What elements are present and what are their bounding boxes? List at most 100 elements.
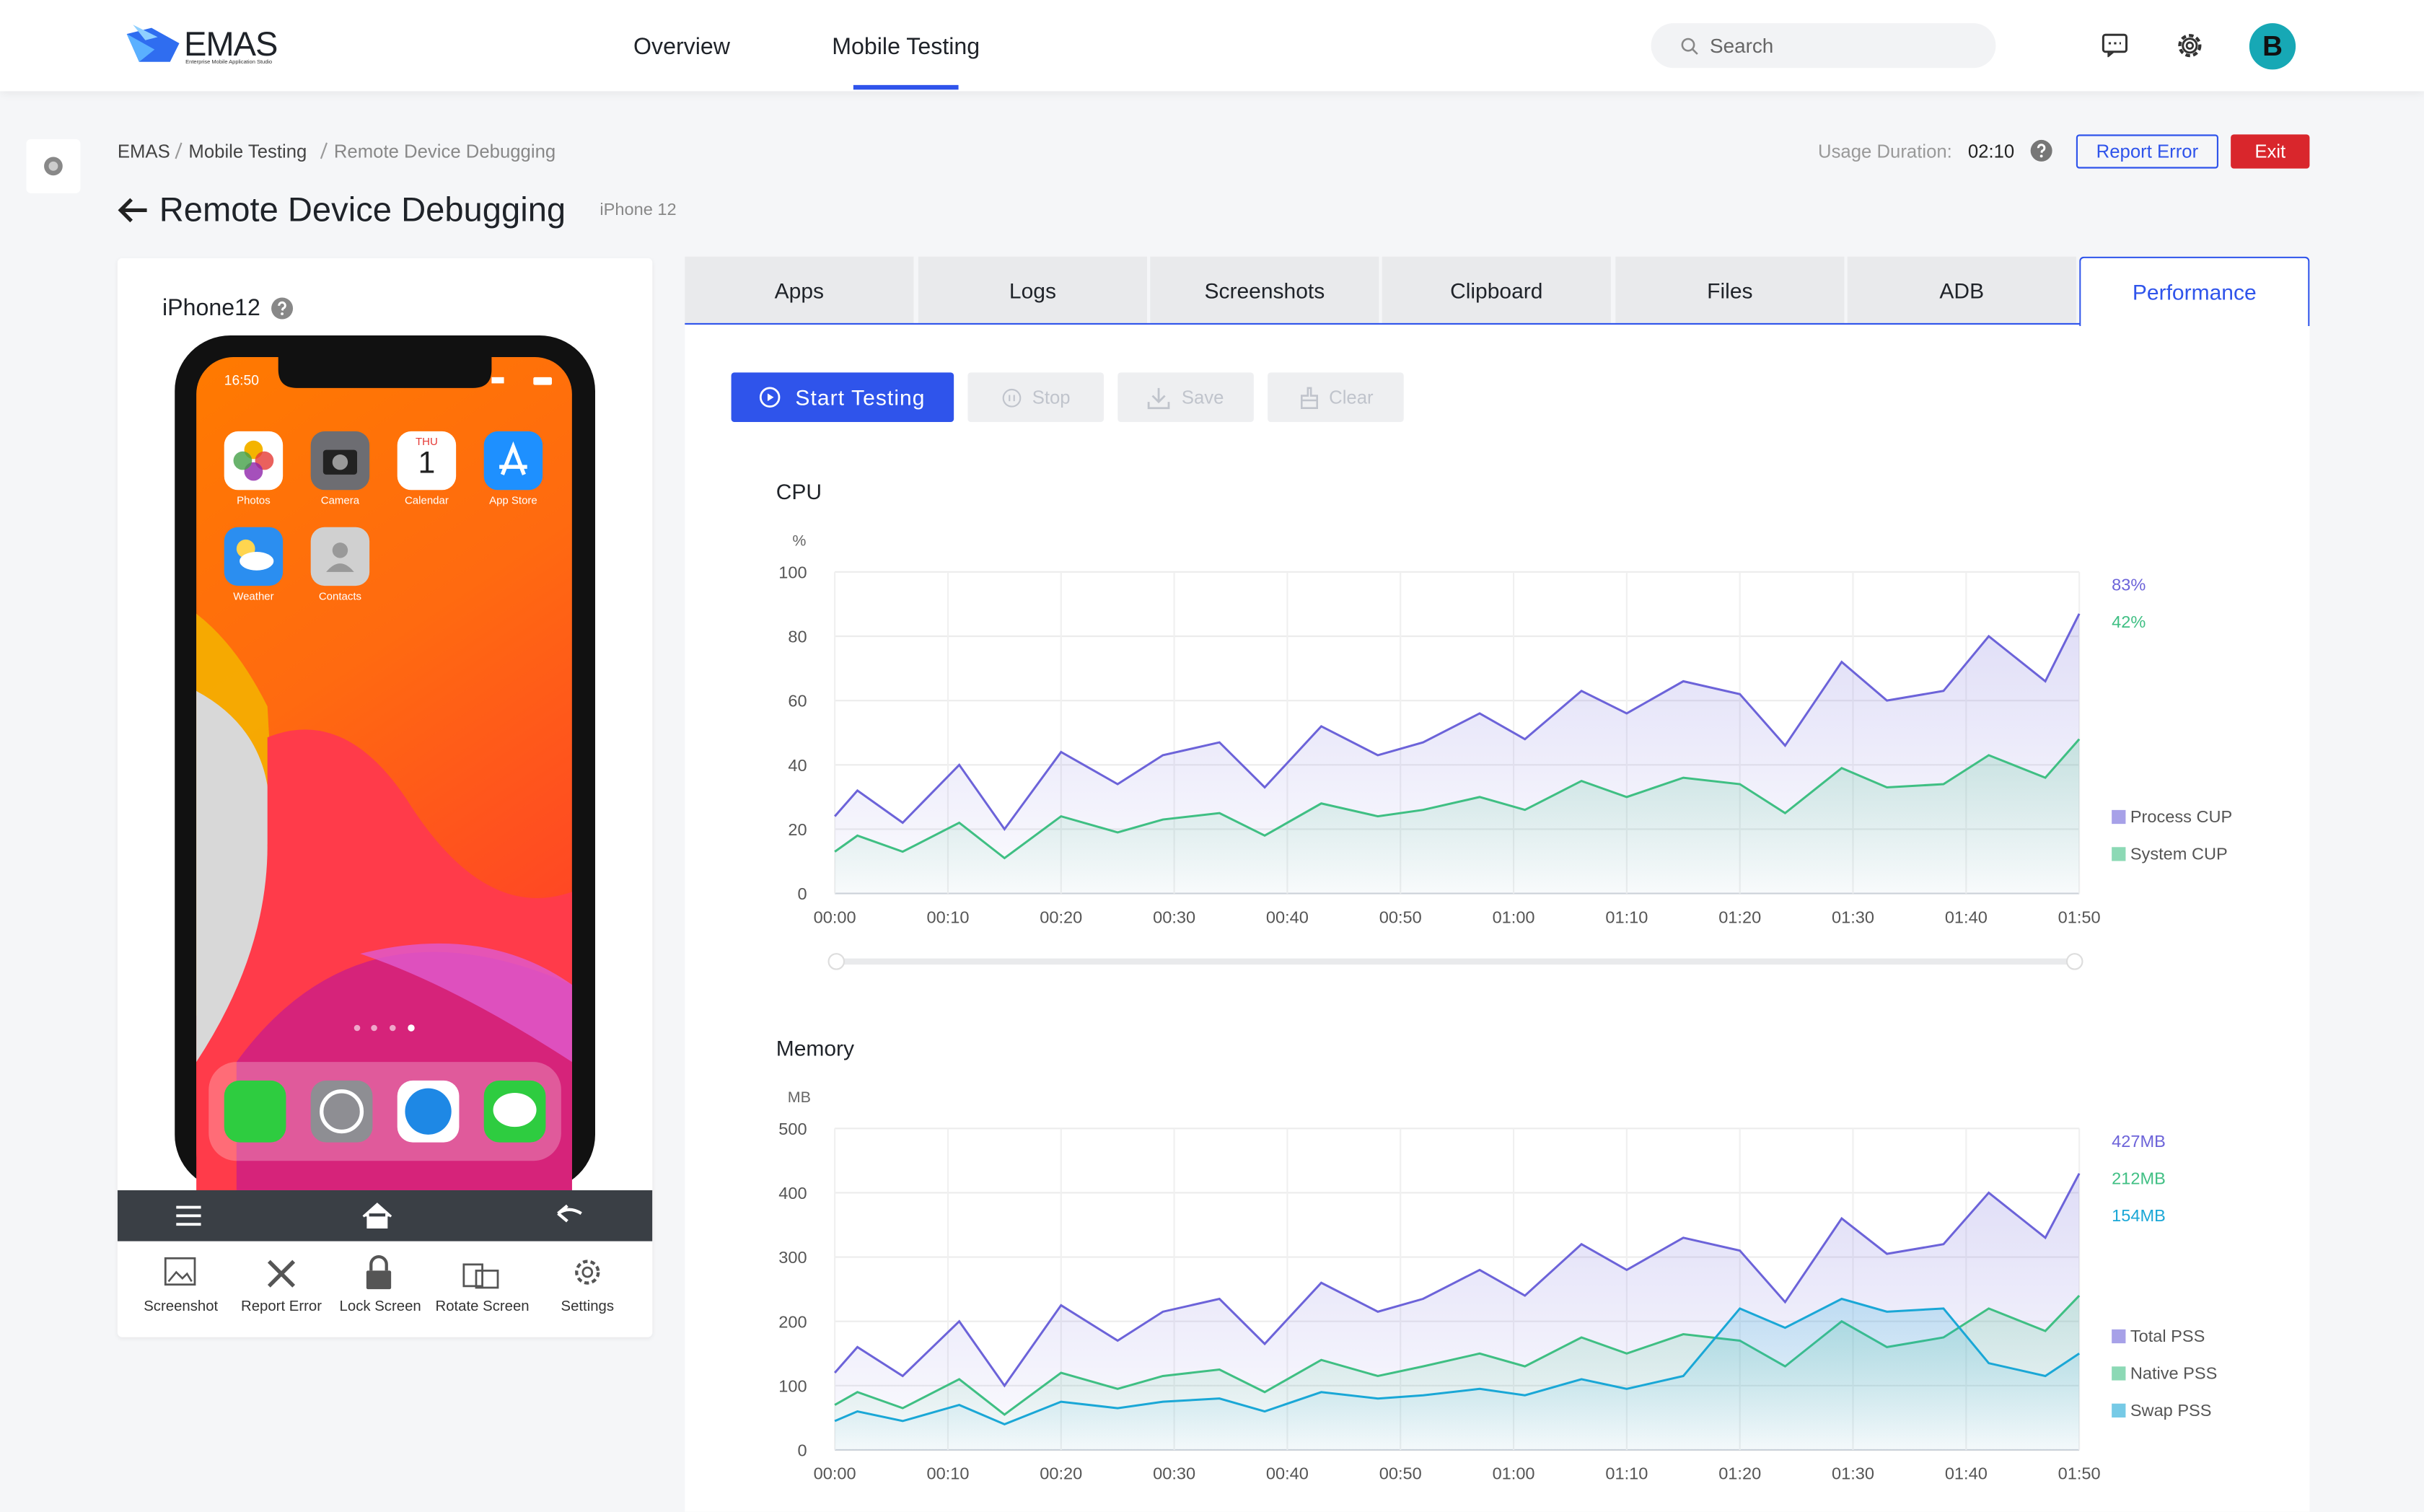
clear-button[interactable]: Clear xyxy=(1268,372,1404,422)
app-icon[interactable] xyxy=(310,431,370,491)
app-icon[interactable] xyxy=(483,431,543,491)
tool-icons[interactable] xyxy=(161,1255,609,1292)
help-icon[interactable] xyxy=(271,296,294,320)
chart: CPU% 0 20 40 60 80 100 00:00 00:10 00:20 00:30 00:4… xyxy=(776,480,2232,970)
chart: Memory MB 0 100 200 300 400 500 00:00 00:10 00:20 0… xyxy=(776,1037,2218,1483)
chart-title: CPU xyxy=(776,480,822,504)
message-icon[interactable] xyxy=(2101,32,2129,58)
y-tick-label: 0 xyxy=(797,884,807,903)
tool-label[interactable]: Lock Screen xyxy=(339,1298,421,1316)
top-bar xyxy=(0,0,2424,92)
x-tick-label: 01:50 xyxy=(2058,1464,2101,1483)
tab[interactable]: Logs xyxy=(918,256,1147,325)
start-button[interactable]: Start Testing xyxy=(731,372,954,422)
tab[interactable]: Files xyxy=(1615,256,1845,325)
current-value: 154MB xyxy=(2112,1206,2166,1225)
x-tick-label: 00:00 xyxy=(814,907,856,926)
nav-underline xyxy=(853,84,959,90)
x-tick-label: 00:30 xyxy=(1153,1464,1195,1483)
tool-label[interactable]: Settings xyxy=(561,1298,615,1316)
x-tick-label: 00:10 xyxy=(926,907,969,926)
tool-label[interactable]: Rotate Screen xyxy=(435,1298,530,1316)
app-label: Contacts xyxy=(318,592,362,603)
tab[interactable]: Apps xyxy=(685,256,914,325)
button-label: Start Testing xyxy=(795,384,926,410)
x-tick-label: 01:20 xyxy=(1718,1464,1761,1483)
current-value: 42% xyxy=(2112,612,2146,631)
breadcrumb-item[interactable]: EMAS xyxy=(117,141,170,162)
report-error-button[interactable]: Report Error xyxy=(2076,134,2218,169)
legend-swatch xyxy=(2112,1366,2126,1381)
nav-item[interactable]: Overview xyxy=(633,34,730,61)
tab[interactable]: Screenshots xyxy=(1150,256,1379,325)
x-tick-label: 01:00 xyxy=(1493,907,1535,926)
y-tick-label: 500 xyxy=(778,1120,807,1138)
y-tick-label: 80 xyxy=(788,628,807,646)
zoom-handle xyxy=(827,953,846,970)
tab-active[interactable]: Performance xyxy=(2079,256,2310,327)
x-tick-label: 01:00 xyxy=(1493,1464,1535,1483)
settings-icon[interactable] xyxy=(2175,31,2205,61)
nav-item[interactable]: Mobile Testing xyxy=(832,34,980,61)
legend-label: Native PSS xyxy=(2130,1363,2217,1382)
zoom-handle xyxy=(2065,953,2083,970)
y-tick-label: 200 xyxy=(778,1312,807,1331)
current-value: 83% xyxy=(2112,576,2146,594)
x-tick-label: 00:50 xyxy=(1379,1464,1422,1483)
legend-swatch xyxy=(2112,809,2126,825)
breadcrumb-item: Remote Device Debugging xyxy=(333,141,556,162)
legend-swatch xyxy=(2112,1403,2126,1418)
app-icon[interactable] xyxy=(224,527,284,586)
calendar-date: 1 xyxy=(418,447,436,481)
search-placeholder: Search xyxy=(1710,34,1774,58)
app-label: Weather xyxy=(233,592,274,603)
search-icon xyxy=(1681,38,1698,55)
x-tick-label: 00:20 xyxy=(1040,907,1082,926)
line xyxy=(834,613,2081,831)
legend-swatch xyxy=(2112,1329,2126,1344)
tab[interactable]: ADB xyxy=(1847,256,2076,325)
back-arrow[interactable] xyxy=(116,195,150,226)
logo-icon xyxy=(126,25,180,62)
search-box[interactable] xyxy=(1651,23,1996,69)
device-name: iPhone12 xyxy=(162,295,260,322)
tool-label[interactable]: Report Error xyxy=(241,1298,322,1316)
device-nav-bar xyxy=(117,1190,653,1241)
breadcrumb-item[interactable]: Mobile Testing xyxy=(188,141,307,162)
app-icon[interactable] xyxy=(310,527,370,586)
y-tick-label: 40 xyxy=(788,756,807,775)
app-icon[interactable] xyxy=(397,431,457,491)
app-icon[interactable] xyxy=(224,431,284,491)
line xyxy=(834,1172,2081,1388)
page-title: Remote Device Debugging xyxy=(159,190,566,229)
legend-label: Swap PSS xyxy=(2130,1401,2212,1420)
y-tick-label: 60 xyxy=(788,692,807,711)
phone[interactable] xyxy=(175,335,596,1190)
breadcrumb-separator xyxy=(175,142,183,159)
x-tick-label: 00:50 xyxy=(1379,907,1422,926)
tool-label[interactable]: Screenshot xyxy=(144,1298,219,1316)
x-tick-label: 00:30 xyxy=(1153,907,1195,926)
tab-line xyxy=(685,322,2081,325)
side-icon xyxy=(44,157,63,176)
tab[interactable]: Clipboard xyxy=(1382,256,1611,325)
status-time: 16:50 xyxy=(224,372,259,388)
x-tick-label: 01:50 xyxy=(2058,907,2101,926)
x-tick-label: 01:30 xyxy=(1832,907,1874,926)
button-label: Clear xyxy=(1329,386,1374,408)
stop-button[interactable]: Stop xyxy=(967,372,1104,422)
exit-button[interactable]: Exit xyxy=(2231,134,2310,169)
app-label: Camera xyxy=(320,496,360,507)
y-tick-label: 300 xyxy=(778,1248,807,1267)
save-button[interactable]: Save xyxy=(1117,372,1254,422)
avatar[interactable]: B xyxy=(2249,23,2296,70)
y-tick-label: 400 xyxy=(778,1184,807,1203)
help-icon[interactable] xyxy=(2030,139,2053,162)
x-tick-label: 01:40 xyxy=(1945,907,1988,926)
app-label: Photos xyxy=(237,496,271,507)
x-tick-label: 00:00 xyxy=(814,1464,856,1483)
legend-label: System CUP xyxy=(2130,844,2228,863)
button-label: Save xyxy=(1181,386,1224,408)
